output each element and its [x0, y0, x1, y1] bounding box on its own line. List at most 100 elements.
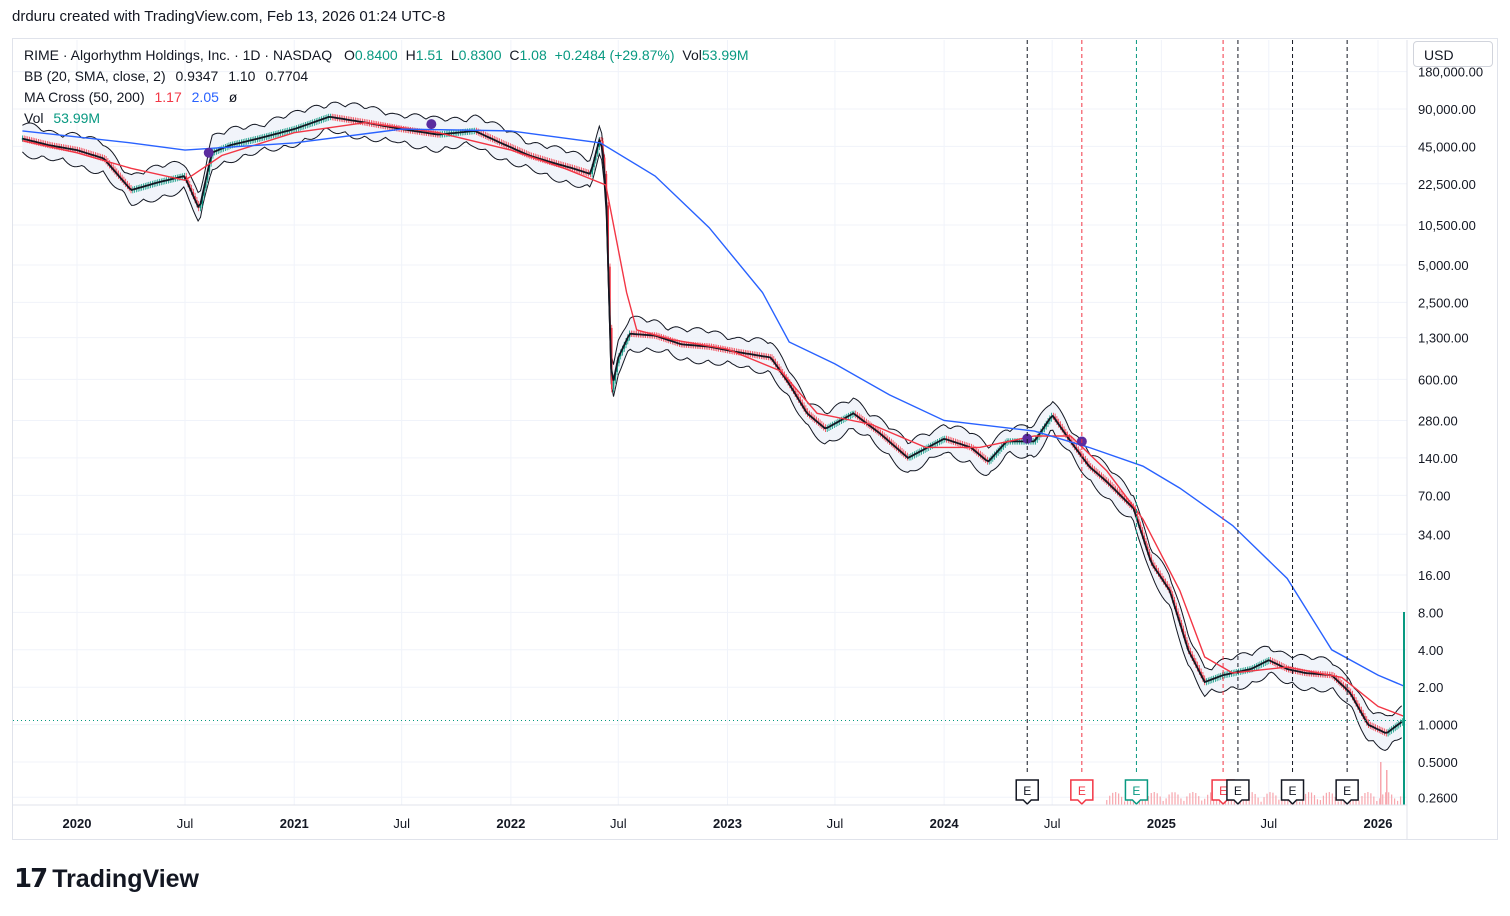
ma-200-line	[22, 128, 1404, 687]
earnings-label: E	[1132, 784, 1140, 798]
vol-row-value: 53.99M	[53, 110, 101, 126]
volume-bar	[1391, 794, 1393, 805]
volume-bar	[1195, 793, 1197, 805]
volume-bar	[1319, 799, 1322, 805]
volume-bar	[1242, 799, 1244, 805]
y-tick-label: 70.00	[1418, 488, 1451, 503]
legend-symbol-row[interactable]: RIME · Algorhythm Holdings, Inc. · 1D · …	[24, 45, 749, 66]
tradingview-wordmark: TradingView	[52, 864, 199, 893]
y-tick-label: 34.00	[1418, 527, 1451, 542]
earnings-label: E	[1289, 784, 1297, 798]
volume-bar	[1251, 792, 1253, 805]
y-tick-label: 8.00	[1418, 605, 1443, 620]
currency-selector[interactable]: USD	[1413, 41, 1493, 67]
x-tick-label: 2026	[1364, 816, 1393, 831]
volume-bar	[1278, 799, 1280, 805]
earnings-marker[interactable]: E	[1124, 779, 1149, 805]
x-tick-label: Jul	[393, 816, 410, 831]
candle-body	[591, 167, 593, 174]
earnings-label: E	[1023, 784, 1031, 798]
candle-body	[199, 204, 202, 209]
volume-bar	[1189, 793, 1191, 805]
high-label: H	[405, 47, 416, 63]
legend-ma-row[interactable]: MA Cross (50, 200) 1.17 2.05 ø	[24, 87, 749, 108]
y-tick-label: 2.00	[1418, 680, 1443, 695]
y-tick-label: 0.2600	[1418, 790, 1458, 805]
candle-body	[600, 140, 602, 142]
volume-bar	[1370, 793, 1372, 805]
bb-label[interactable]: BB (20, SMA, close, 2)	[24, 68, 166, 84]
volume-bar	[1144, 800, 1146, 805]
candle-body	[607, 205, 610, 267]
volume-bar	[1159, 796, 1161, 805]
bb-upper-value: 1.10	[228, 68, 256, 84]
ma-cross-label[interactable]: MA Cross (50, 200)	[24, 89, 145, 105]
volume-bar	[1180, 798, 1182, 805]
volume-bar	[1334, 796, 1336, 805]
volume-bar	[1269, 792, 1271, 805]
volume-bar	[1162, 800, 1164, 805]
open-value: 0.8400	[354, 47, 398, 63]
volume-bar	[1263, 797, 1265, 805]
candle-body	[1187, 645, 1190, 651]
earnings-badge	[1015, 779, 1039, 805]
candle-body	[1401, 721, 1404, 723]
volume-bar	[1141, 798, 1143, 805]
volume-bar	[1299, 801, 1301, 805]
y-tick-label: 22,500.00	[1418, 177, 1476, 192]
volume-bar	[1218, 798, 1221, 805]
symbol-name[interactable]: RIME · Algorhythm Holdings, Inc. · 1D · …	[24, 47, 333, 63]
volume-bar	[1165, 798, 1167, 805]
volume-bar	[1210, 792, 1212, 805]
volume-bar	[1379, 798, 1381, 805]
volume-bar	[1325, 792, 1327, 805]
earnings-badge	[1226, 779, 1250, 805]
earnings-marker[interactable]: E	[1015, 779, 1039, 805]
volume-bar	[1322, 795, 1324, 805]
x-tick-label: 2022	[496, 816, 525, 831]
volume-bar	[1266, 793, 1268, 805]
earnings-marker[interactable]: E	[1226, 779, 1250, 805]
volume-bar	[1260, 801, 1262, 805]
earnings-marker[interactable]: E	[1280, 779, 1305, 805]
ma-slow-value: 2.05	[191, 89, 219, 105]
low-label: L	[450, 47, 459, 63]
volume-bar	[1204, 798, 1206, 805]
x-tick-label: 2025	[1147, 816, 1176, 831]
volume-bar	[1364, 793, 1366, 805]
volume-bar	[1388, 792, 1390, 805]
tradingview-logo[interactable]: 17 TradingView	[14, 864, 199, 894]
volume-bar	[1123, 801, 1126, 805]
x-tick-label: Jul	[610, 816, 627, 831]
ma-cross-dot	[203, 147, 214, 158]
y-tick-label: 600.00	[1418, 372, 1458, 387]
volume-bar	[1316, 799, 1319, 805]
vol-row-label[interactable]: Vol	[24, 110, 44, 126]
open-label: O	[343, 47, 355, 63]
volume-bar	[1328, 792, 1330, 805]
volume-bar	[1361, 796, 1363, 805]
earnings-marker[interactable]: E	[1335, 779, 1359, 805]
volume-bar	[1302, 797, 1304, 805]
earnings-marker[interactable]: E	[1070, 779, 1094, 805]
volume-bar	[1296, 797, 1298, 805]
earnings-label: E	[1219, 784, 1227, 798]
volume-value: 53.99M	[701, 47, 749, 63]
x-tick-label: Jul	[177, 816, 194, 831]
volume-bar	[1120, 796, 1123, 805]
volume-bar	[1207, 794, 1209, 805]
volume-bar	[1281, 799, 1283, 805]
volume-bar	[1376, 800, 1378, 805]
volume-bar	[1358, 800, 1360, 805]
volume-label: Vol	[682, 47, 702, 63]
earnings-badge	[1124, 779, 1149, 805]
legend-vol-row[interactable]: Vol 53.99M	[24, 108, 749, 129]
y-tick-label: 5,000.00	[1418, 258, 1469, 273]
x-tick-label: 2023	[713, 816, 742, 831]
bollinger-upper-line	[22, 101, 1403, 717]
y-tick-label: 2,500.00	[1418, 295, 1469, 310]
x-tick-label: Jul	[827, 816, 844, 831]
legend-bb-row[interactable]: BB (20, SMA, close, 2) 0.9347 1.10 0.770…	[24, 66, 749, 87]
y-tick-label: 90,000.00	[1418, 102, 1476, 117]
